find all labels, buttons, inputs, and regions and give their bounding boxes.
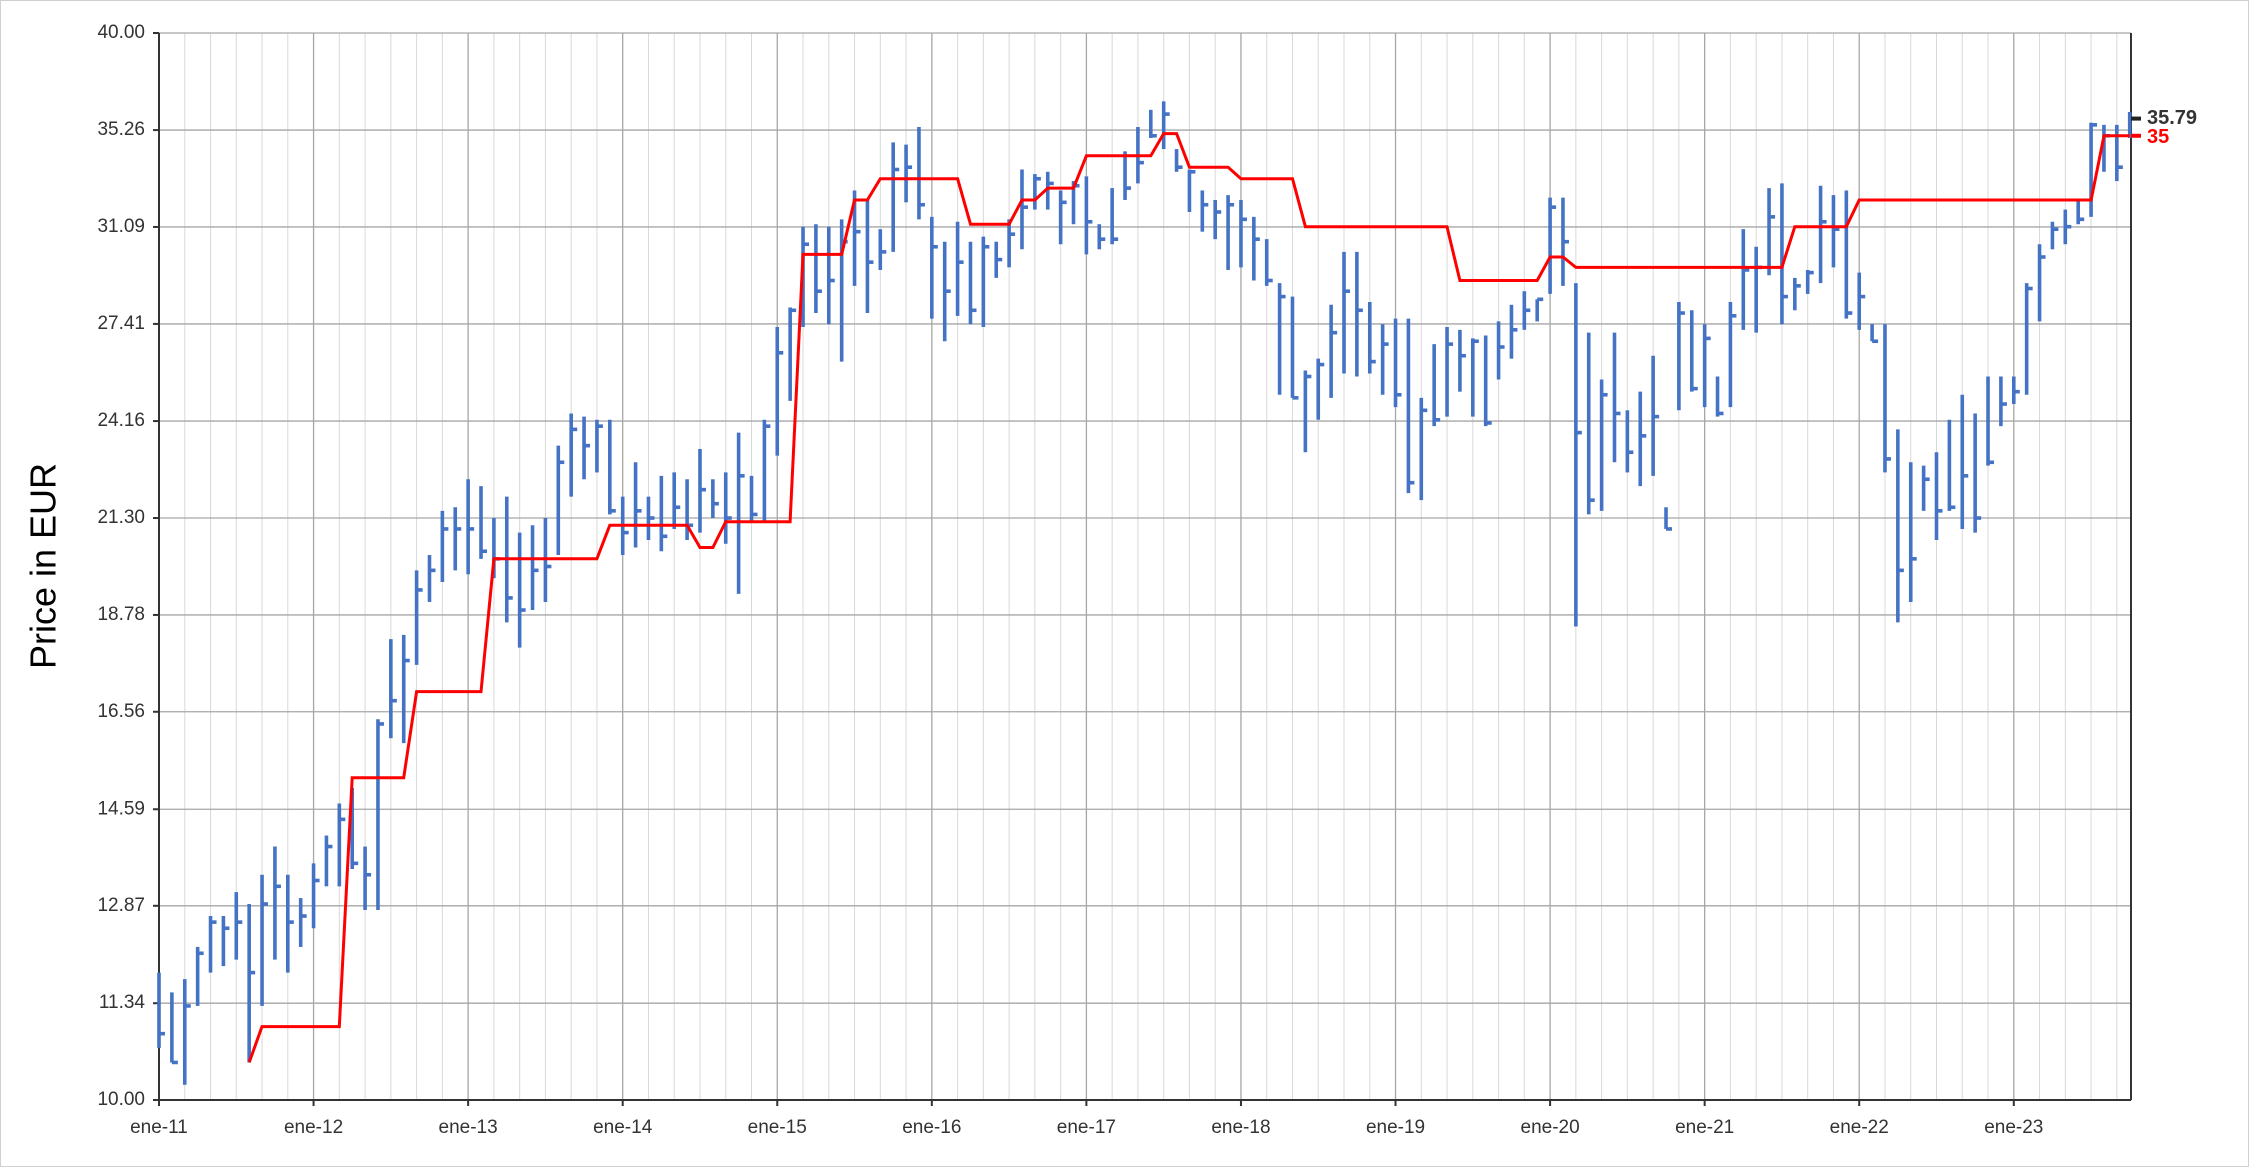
x-tick-label: ene-20	[1521, 1117, 1580, 1138]
y-tick-label: 16.56	[97, 701, 145, 722]
y-tick-label: 40.00	[97, 22, 145, 43]
x-tick-label: ene-12	[284, 1117, 343, 1138]
y-tick-label: 11.34	[99, 992, 146, 1013]
y-tick-label: 18.78	[97, 604, 145, 625]
x-tick-label: ene-13	[439, 1117, 498, 1138]
x-tick-label: ene-14	[593, 1117, 653, 1138]
last-line-label: 35	[2147, 126, 2169, 148]
y-tick-label: 27.41	[97, 313, 145, 334]
x-tick-label: ene-17	[1057, 1117, 1116, 1138]
stop-line	[247, 132, 2130, 1063]
y-axis-title: Price in EUR	[23, 463, 64, 669]
y-tick-label: 21.30	[97, 507, 145, 528]
x-tick-label: ene-16	[902, 1117, 961, 1138]
x-tick-label: ene-15	[748, 1117, 807, 1138]
y-tick-label: 35.26	[97, 119, 145, 140]
y-tick-label: 31.09	[97, 216, 145, 237]
y-tick-label: 24.16	[97, 410, 145, 431]
x-tick-label: ene-11	[130, 1117, 188, 1138]
x-tick-label: ene-19	[1366, 1117, 1425, 1138]
x-tick-label: ene-21	[1675, 1117, 1734, 1138]
x-tick-label: ene-23	[1984, 1117, 2043, 1138]
plot	[157, 101, 2141, 1085]
y-tick-label: 10.00	[97, 1089, 145, 1110]
y-tick-label: 12.87	[97, 895, 145, 916]
y-tick-label: 14.59	[97, 798, 145, 819]
grid	[153, 32, 2132, 1106]
last-close-label: 35.79	[2147, 107, 2197, 129]
x-tick-label: ene-18	[1211, 1117, 1270, 1138]
x-tick-label: ene-22	[1830, 1117, 1889, 1138]
